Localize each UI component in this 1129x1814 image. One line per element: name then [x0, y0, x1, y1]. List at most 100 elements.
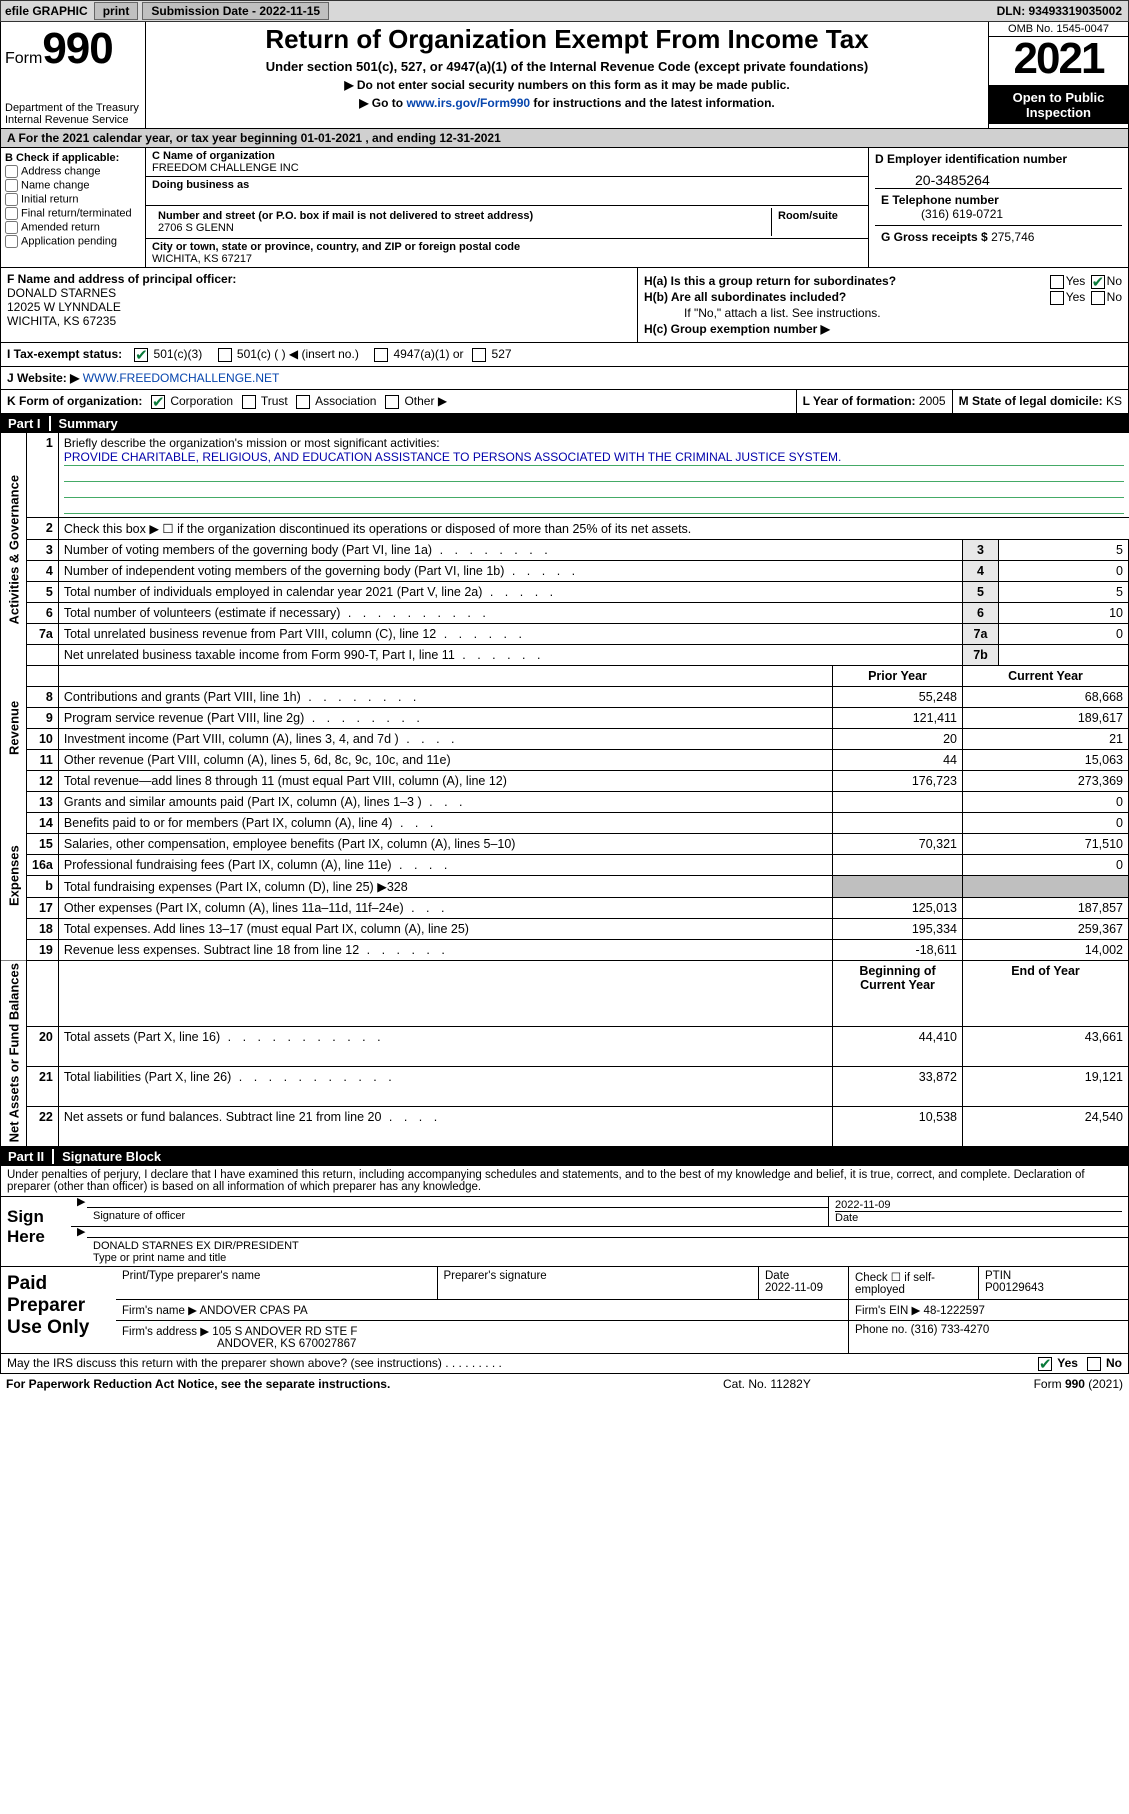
i-4947[interactable] — [374, 348, 388, 362]
form-num: 990 — [42, 24, 112, 73]
prep-date: Date2022-11-09 — [758, 1267, 848, 1299]
dba-label: Doing business as — [152, 179, 249, 191]
l-value: 2005 — [919, 394, 946, 408]
line16b: Total fundraising expenses (Part IX, col… — [58, 875, 832, 897]
i-527[interactable] — [472, 348, 486, 362]
hb-yes[interactable] — [1050, 291, 1064, 305]
discuss-yes[interactable] — [1038, 1357, 1052, 1371]
firm-address: Firm's address ▶ 105 S ANDOVER RD STE FA… — [116, 1321, 848, 1353]
city-label: City or town, state or province, country… — [152, 241, 520, 253]
submission-date-button[interactable]: Submission Date - 2022-11-15 — [142, 2, 329, 20]
k-other[interactable] — [385, 395, 399, 409]
line22: Net assets or fund balances. Subtract li… — [58, 1107, 832, 1147]
org-name: FREEDOM CHALLENGE INC — [152, 162, 299, 174]
v7a: 0 — [999, 623, 1129, 644]
form-footer: Form 990 (2021) — [923, 1377, 1123, 1391]
note2-pre: ▶ Go to — [359, 96, 406, 110]
efile-label: efile GRAPHIC — [1, 4, 92, 18]
k-corp[interactable] — [151, 395, 165, 409]
phone-value: (316) 619-0721 — [881, 207, 1116, 221]
firm-ein: Firm's EIN ▶ 48-1222597 — [848, 1300, 1128, 1320]
dept-label: Department of the Treasury — [5, 102, 141, 114]
line17: Other expenses (Part IX, column (A), lin… — [58, 897, 832, 918]
chk-application-pending[interactable]: Application pending — [5, 235, 141, 248]
section-fh: F Name and address of principal officer:… — [0, 268, 1129, 343]
line19: Revenue less expenses. Subtract line 18 … — [58, 939, 832, 960]
b-label: B Check if applicable: — [5, 152, 141, 164]
line2: Check this box ▶ ☐ if the organization d… — [58, 517, 1128, 539]
print-button[interactable]: print — [94, 2, 139, 20]
form-title: Return of Organization Exempt From Incom… — [154, 24, 980, 55]
side-expenses: Expenses — [1, 791, 27, 960]
hb-no[interactable] — [1091, 291, 1105, 305]
ha-no[interactable] — [1091, 275, 1105, 289]
chk-name-change[interactable]: Name change — [5, 179, 141, 192]
line-num: 1 — [27, 433, 59, 518]
k-trust[interactable] — [242, 395, 256, 409]
hc-label: H(c) Group exemption number ▶ — [644, 322, 830, 336]
note2-post: for instructions and the latest informat… — [530, 96, 775, 110]
room-label: Room/suite — [778, 210, 838, 222]
chk-final-return[interactable]: Final return/terminated — [5, 207, 141, 220]
prep-selfemp[interactable]: Check ☐ if self-employed — [848, 1267, 978, 1299]
line20: Total assets (Part X, line 16) . . . . .… — [58, 1027, 832, 1067]
chk-amended-return[interactable]: Amended return — [5, 221, 141, 234]
side-netassets: Net Assets or Fund Balances — [1, 960, 27, 1146]
prior-year-hdr: Prior Year — [833, 665, 963, 686]
street-value: 2706 S GLENN — [158, 222, 234, 234]
arrow-icon: ▶ — [71, 1227, 87, 1266]
line18: Total expenses. Add lines 13–17 (must eq… — [58, 918, 832, 939]
ha-yes[interactable] — [1050, 275, 1064, 289]
chk-initial-return[interactable]: Initial return — [5, 193, 141, 206]
i-501c3[interactable] — [134, 348, 148, 362]
ha-label: H(a) Is this a group return for subordin… — [644, 274, 896, 288]
line7b: Net unrelated business taxable income fr… — [58, 644, 962, 665]
line6: Total number of volunteers (estimate if … — [58, 602, 962, 623]
k-assoc[interactable] — [296, 395, 310, 409]
line16a: Professional fundraising fees (Part IX, … — [58, 854, 832, 875]
paid-preparer-block: Paid Preparer Use Only Print/Type prepar… — [0, 1267, 1129, 1354]
discuss-row: May the IRS discuss this return with the… — [0, 1354, 1129, 1374]
part1-title: Summary — [51, 416, 118, 431]
part1-num: Part I — [8, 416, 51, 431]
form-header: Form990 Department of the Treasury Inter… — [0, 22, 1129, 129]
l-label: L Year of formation: — [803, 394, 916, 408]
prep-ptin: PTINP00129643 — [978, 1267, 1128, 1299]
chk-address-change[interactable]: Address change — [5, 165, 141, 178]
side-revenue: Revenue — [1, 665, 27, 791]
prep-name-label: Print/Type preparer's name — [116, 1267, 437, 1299]
section-bcdeg: B Check if applicable: Address change Na… — [0, 148, 1129, 268]
discuss-no[interactable] — [1087, 1357, 1101, 1371]
line1-desc: Briefly describe the organization's miss… — [58, 433, 1128, 518]
m-label: M State of legal domicile: — [959, 394, 1103, 408]
officer-addr1: 12025 W LYNNDALE — [7, 300, 121, 314]
boy-hdr: Beginning of Current Year — [833, 960, 963, 1027]
sign-here-label: Sign Here — [1, 1197, 71, 1266]
i-501c[interactable] — [218, 348, 232, 362]
hb-note: If "No," attach a list. See instructions… — [644, 306, 1122, 320]
website-link[interactable]: WWW.FREEDOMCHALLENGE.NET — [83, 371, 280, 385]
summary-table: Activities & Governance 1 Briefly descri… — [0, 433, 1129, 1147]
part2-header: Part II Signature Block — [0, 1147, 1129, 1166]
tax-year: 2021 — [989, 37, 1128, 86]
open-public-badge: Open to Public Inspection — [989, 86, 1128, 124]
officer-signature-field[interactable]: Signature of officer — [87, 1207, 828, 1226]
form-subtitle: Under section 501(c), 527, or 4947(a)(1)… — [154, 59, 980, 74]
row-i: I Tax-exempt status: 501(c)(3) 501(c) ( … — [0, 343, 1129, 367]
gross-receipts: 275,746 — [991, 230, 1034, 244]
row-a-tax-year: A For the 2021 calendar year, or tax yea… — [0, 129, 1129, 148]
firm-name: Firm's name ▶ ANDOVER CPAS PA — [116, 1300, 848, 1320]
ein-value: 20-3485264 — [875, 166, 1122, 188]
line13: Grants and similar amounts paid (Part IX… — [58, 791, 832, 812]
v3: 5 — [999, 539, 1129, 560]
sig-date: 2022-11-09 — [835, 1199, 1122, 1212]
irs-label: Internal Revenue Service — [5, 114, 141, 126]
city-value: WICHITA, KS 67217 — [152, 253, 252, 265]
line15: Salaries, other compensation, employee b… — [58, 833, 832, 854]
irs-link[interactable]: www.irs.gov/Form990 — [406, 96, 530, 110]
page-footer: For Paperwork Reduction Act Notice, see … — [0, 1374, 1129, 1394]
m-value: KS — [1106, 394, 1122, 408]
street-label: Number and street (or P.O. box if mail i… — [158, 210, 533, 222]
officer-addr2: WICHITA, KS 67235 — [7, 314, 116, 328]
col-b-checkboxes: B Check if applicable: Address change Na… — [1, 148, 146, 267]
